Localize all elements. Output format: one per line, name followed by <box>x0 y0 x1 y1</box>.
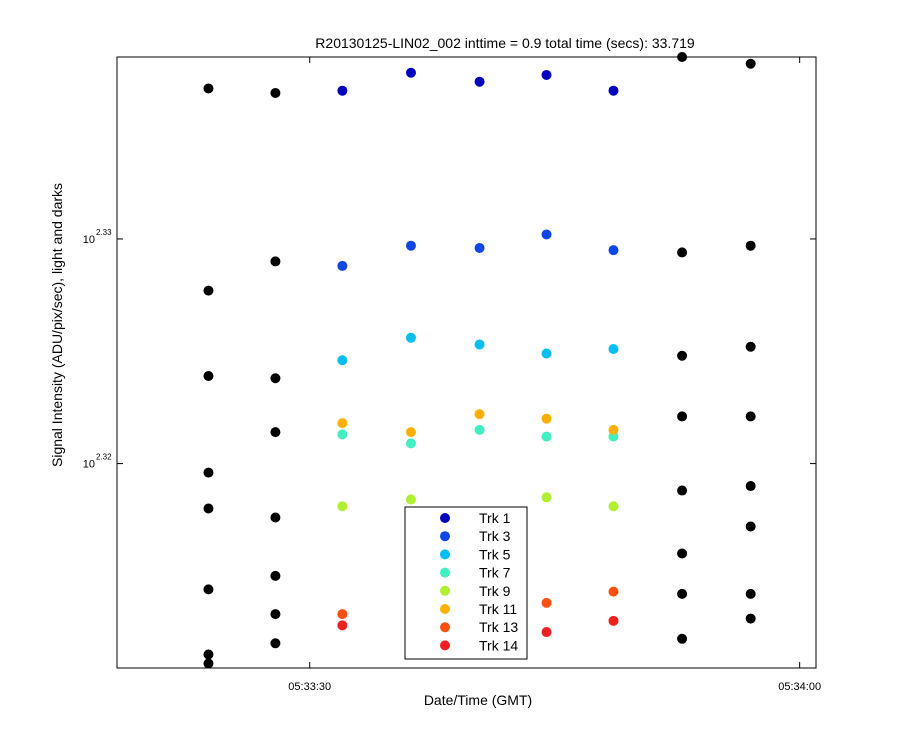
point-dark <box>677 588 688 599</box>
point-trk-14 <box>337 620 348 631</box>
point-trk-9 <box>337 501 348 512</box>
x-tick-label: 05:33:30 <box>288 681 331 693</box>
legend-label: Trk 1 <box>479 510 511 526</box>
point-dark <box>270 638 281 649</box>
point-trk-5 <box>337 355 348 366</box>
point-trk-1 <box>337 85 348 96</box>
point-dark <box>745 521 756 532</box>
point-trk-9 <box>405 494 416 505</box>
point-trk-5 <box>405 332 416 343</box>
y-axis-label: Signal Intensity (ADU/pix/sec), light an… <box>49 183 65 467</box>
legend: Trk 1 Trk 3 Trk 5 Trk 7 Trk 9 Trk 11 Trk 13 Trk… <box>404 506 528 660</box>
point-trk-3 <box>541 229 552 240</box>
y-tick-label-exponent: 2.33 <box>96 228 112 237</box>
point-dark <box>745 481 756 492</box>
point-dark <box>270 373 281 384</box>
legend-marker <box>440 513 450 523</box>
point-trk-7 <box>541 431 552 442</box>
point-trk-14 <box>608 615 619 626</box>
legend-marker <box>440 585 450 596</box>
point-trk-13 <box>608 586 619 597</box>
point-trk-7 <box>337 429 348 440</box>
y-tick-label-exponent: 2.32 <box>96 453 112 462</box>
point-trk-3 <box>337 260 348 271</box>
point-dark <box>203 83 214 94</box>
legend-marker <box>440 622 450 633</box>
legend-marker <box>440 549 450 560</box>
legend-label: Trk 3 <box>479 528 511 544</box>
legend-items: Trk 1 Trk 3 Trk 5 Trk 7 Trk 9 Trk 11 Trk 13 Trk… <box>440 510 518 653</box>
point-trk-7 <box>474 424 485 435</box>
point-trk-11 <box>474 409 485 420</box>
legend-label: Trk 9 <box>479 583 511 599</box>
point-dark <box>677 350 688 361</box>
y-tick-label-base: 10 <box>83 234 95 246</box>
point-dark <box>270 427 281 438</box>
point-dark <box>203 285 214 296</box>
point-dark <box>677 247 688 258</box>
point-trk-13 <box>337 609 348 620</box>
point-dark <box>203 503 214 514</box>
legend-box <box>404 506 528 660</box>
point-dark <box>677 548 688 559</box>
legend-label: Trk 13 <box>479 619 518 635</box>
legend-label: Trk 5 <box>479 546 511 562</box>
point-dark <box>745 411 756 422</box>
legend-label: Trk 14 <box>479 637 518 653</box>
x-axis-label: Date/Time (GMT) <box>424 692 532 708</box>
point-dark <box>745 613 756 624</box>
point-dark <box>677 411 688 422</box>
point-dark <box>203 370 214 381</box>
point-dark <box>203 649 214 660</box>
point-dark <box>270 87 281 98</box>
point-trk-11 <box>608 424 619 435</box>
point-dark <box>745 240 756 251</box>
point-trk-7 <box>405 438 416 449</box>
point-trk-3 <box>474 242 485 253</box>
point-dark <box>203 584 214 595</box>
point-dark <box>677 52 688 62</box>
point-trk-13 <box>541 597 552 608</box>
point-trk-3 <box>405 240 416 251</box>
point-trk-1 <box>541 69 552 80</box>
legend-label: Trk 11 <box>479 601 517 617</box>
x-tick-label: 05:34:00 <box>778 681 821 693</box>
point-trk-5 <box>541 348 552 359</box>
point-trk-3 <box>608 245 619 256</box>
point-dark <box>677 485 688 496</box>
point-trk-11 <box>337 418 348 429</box>
point-trk-9 <box>608 501 619 512</box>
point-dark <box>270 609 281 620</box>
legend-marker <box>440 604 450 614</box>
x-axis-ticks: 05:33:30 05:34:00 <box>288 57 821 693</box>
point-trk-14 <box>541 627 552 638</box>
point-dark <box>270 256 281 267</box>
legend-marker <box>440 531 450 542</box>
point-trk-1 <box>474 76 485 87</box>
point-dark <box>270 512 281 523</box>
data-points <box>203 52 756 669</box>
point-dark <box>745 341 756 352</box>
point-trk-11 <box>405 427 416 438</box>
chart-title: R20130125-LIN02_002 inttime = 0.9 total … <box>315 35 695 51</box>
point-trk-5 <box>608 344 619 355</box>
legend-label: Trk 7 <box>479 565 511 581</box>
legend-marker <box>440 567 450 578</box>
point-dark <box>203 467 214 478</box>
point-trk-5 <box>474 339 485 350</box>
y-tick-label-base: 10 <box>83 459 95 471</box>
point-dark <box>270 570 281 581</box>
legend-marker <box>440 640 450 651</box>
point-trk-9 <box>541 492 552 503</box>
point-dark <box>203 658 214 669</box>
point-trk-1 <box>608 85 619 96</box>
point-trk-11 <box>541 413 552 424</box>
point-dark <box>745 588 756 599</box>
point-dark <box>745 58 756 69</box>
point-trk-1 <box>405 67 416 78</box>
point-dark <box>677 633 688 644</box>
